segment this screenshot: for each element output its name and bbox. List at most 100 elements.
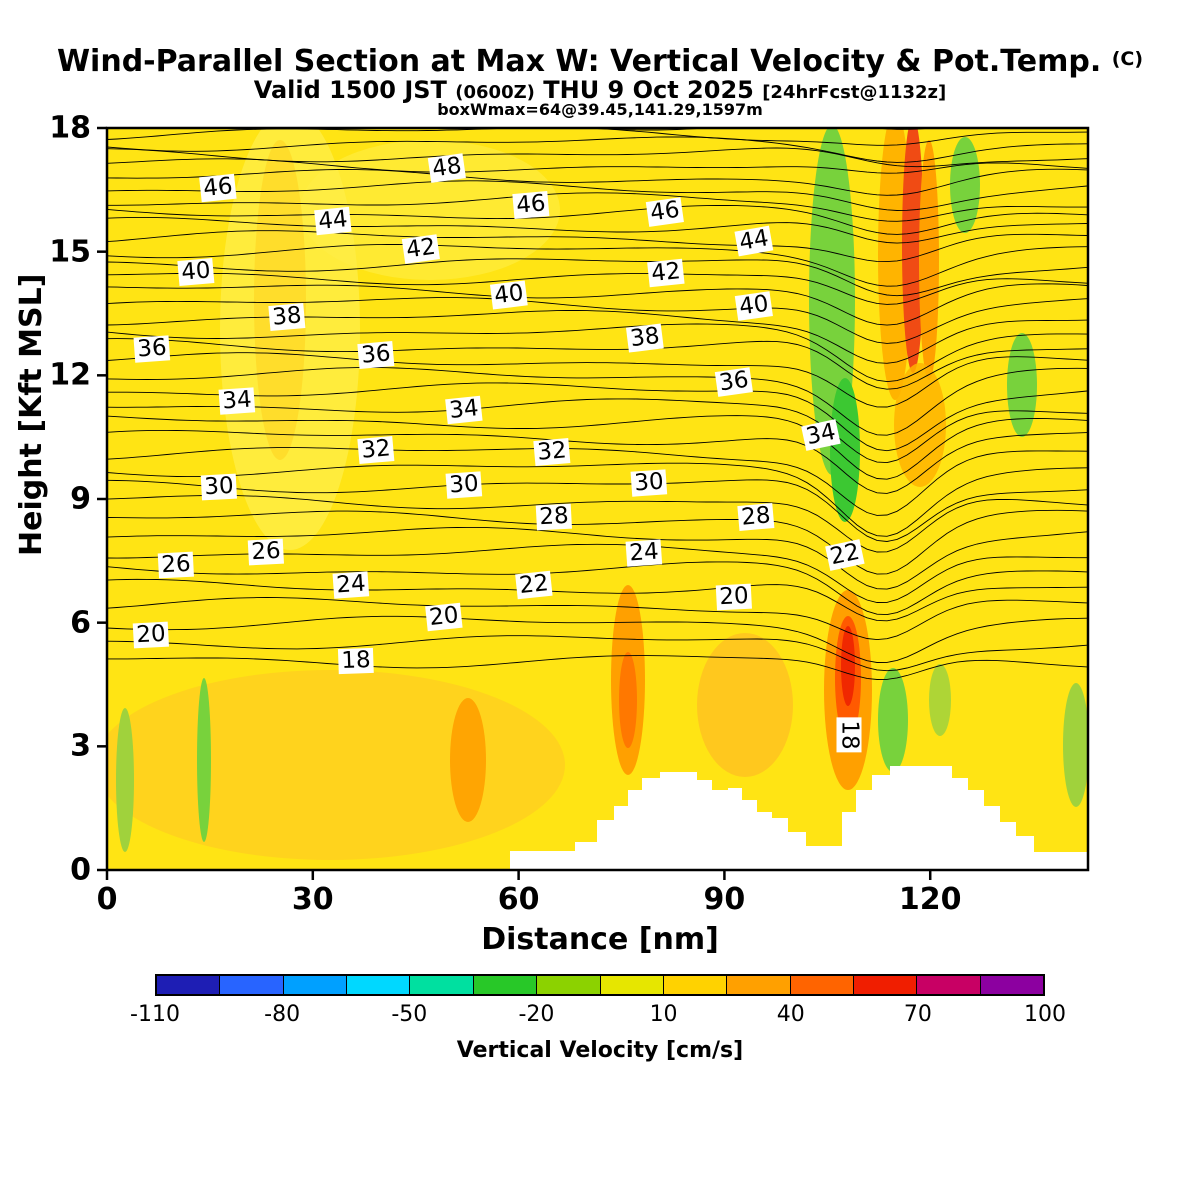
- colorbar-segment-11: [853, 976, 918, 994]
- colorbar-tick-label: 40: [776, 1002, 805, 1027]
- colorbar-tick-label: 70: [903, 1002, 932, 1027]
- pot-temp-contour-44: [107, 244, 1088, 287]
- pot-temp-contour-19: [107, 635, 1088, 672]
- contour-label-26: 26: [157, 551, 195, 579]
- contour-label-30: 30: [630, 469, 668, 497]
- light-orange-lowlevel-band: [107, 670, 565, 860]
- y-tick-label: 3: [70, 728, 91, 764]
- contour-label-38: 38: [625, 323, 665, 353]
- green-region: [1063, 683, 1088, 807]
- colorbar-tick-label: -50: [391, 1002, 428, 1027]
- contour-label-42: 42: [401, 234, 441, 264]
- x-tick-label: 0: [96, 882, 118, 917]
- vertical-velocity-fill-regions: [107, 128, 1088, 860]
- colorbar-segment-4: [410, 976, 474, 994]
- contour-label-28: 28: [535, 503, 573, 531]
- pot-temp-contour-20: [107, 615, 1088, 663]
- y-tick-label: 15: [49, 234, 91, 270]
- forecast-info: [24hrFcst@1132z]: [762, 82, 947, 103]
- green-downdraft-core: [830, 378, 860, 522]
- pot-temp-contour-53: [107, 136, 1088, 163]
- contour-label-24: 24: [625, 539, 663, 567]
- y-tick-label: 12: [49, 357, 91, 393]
- colorbar-segment-5: [473, 976, 538, 994]
- green-region: [197, 678, 211, 842]
- contour-label-28: 28: [737, 502, 775, 531]
- pot-temp-contour-38: [107, 323, 1088, 383]
- contour-label-26: 26: [247, 538, 285, 566]
- contour-label-42: 42: [647, 258, 685, 288]
- contour-label-46: 46: [199, 173, 237, 203]
- pot-temp-contour-57: [107, 96, 1087, 110]
- wmax-info-line: boxWmax=64@39.45,141.29,1597m: [437, 100, 763, 119]
- colorbar-tick-label: 100: [1024, 1002, 1066, 1027]
- contour-label-38: 38: [268, 302, 306, 331]
- x-tick-label: 60: [497, 882, 540, 917]
- contour-label-22: 22: [515, 570, 553, 600]
- pot-temp-contour-33: [107, 398, 1088, 464]
- valid-date: THU 9 Oct 2025: [543, 76, 754, 104]
- colorbar-segment-12: [917, 976, 981, 994]
- colorbar-segment-1: [220, 976, 284, 994]
- chart-title-unit: (C): [1111, 48, 1144, 70]
- colorbar-segment-10: [790, 976, 854, 994]
- contour-label-36: 36: [357, 340, 395, 369]
- contour-label-30: 30: [445, 471, 483, 499]
- x-tick-label: 120: [898, 882, 962, 917]
- contour-label-46: 46: [645, 197, 685, 227]
- y-tick-label: 0: [70, 852, 91, 888]
- colorbar: [155, 974, 1045, 996]
- contour-label-20: 20: [425, 602, 463, 632]
- pot-temp-contour-28: [107, 479, 1088, 542]
- pot-temp-contour-41: [107, 283, 1088, 326]
- pot-temp-contour-42: [107, 272, 1088, 305]
- contour-label-30: 30: [200, 473, 238, 501]
- pot-temp-contour-25: [107, 526, 1088, 590]
- colorbar-segment-3: [347, 976, 411, 994]
- contour-label-18: 18: [337, 647, 375, 675]
- pot-temp-contour-30: [107, 447, 1088, 516]
- contour-label-34: 34: [218, 387, 256, 415]
- red-updraft-stripe: [902, 128, 924, 373]
- pot-temp-contour-32: [107, 415, 1088, 480]
- pot-temp-contour-34: [107, 382, 1088, 452]
- pot-temp-contour-36: [107, 352, 1088, 408]
- orange-updraft-streak: [450, 698, 486, 822]
- colorbar-segment-7: [600, 976, 664, 994]
- orange-region: [894, 363, 946, 487]
- y-tick-label: 9: [70, 481, 91, 517]
- chart-title: Wind-Parallel Section at Max W: Vertical…: [0, 44, 1200, 79]
- pot-temp-contour-52: [107, 147, 1088, 168]
- pot-temp-contour-40: [107, 297, 1088, 344]
- colorbar-tick-label: 10: [649, 1002, 678, 1027]
- colorbar-title: Vertical Velocity [cm/s]: [456, 1038, 744, 1063]
- contour-label-40: 40: [734, 291, 774, 321]
- y-tick-label: 6: [70, 605, 91, 641]
- y-axis-title: Height [Kft MSL]: [14, 273, 49, 556]
- pot-temp-contour-26: [107, 509, 1088, 575]
- y-tick-label: 18: [49, 110, 91, 146]
- x-axis-title: Distance [nm]: [481, 922, 719, 957]
- light-orange-column: [254, 140, 306, 460]
- colorbar-segment-9: [727, 976, 791, 994]
- axis-tick-marks: [97, 126, 932, 880]
- orange-updraft-stripe: [919, 140, 939, 380]
- x-tick-label: 30: [291, 882, 334, 917]
- chart-title-text: Wind-Parallel Section at Max W: Vertical…: [56, 44, 1102, 79]
- chart-subtitle: Valid 1500 JST (0600Z) THU 9 Oct 2025 [2…: [0, 76, 1200, 104]
- pot-temp-contour-50: [107, 168, 1088, 196]
- pot-temp-contour-43: [107, 258, 1088, 297]
- green-region: [878, 668, 908, 772]
- pot-temp-contour-45: [107, 230, 1088, 263]
- contour-label-20: 20: [715, 583, 753, 611]
- updraft-column-max: [841, 626, 855, 706]
- pot-temp-contour-31: [107, 429, 1088, 494]
- colorbar-segment-6: [537, 976, 601, 994]
- pot-temp-contour-18: [107, 655, 1088, 680]
- contour-label-40: 40: [489, 280, 529, 310]
- x-tick-label: 90: [703, 882, 746, 917]
- pot-temp-contour-49: [107, 180, 1088, 211]
- colorbar-segment-2: [283, 976, 348, 994]
